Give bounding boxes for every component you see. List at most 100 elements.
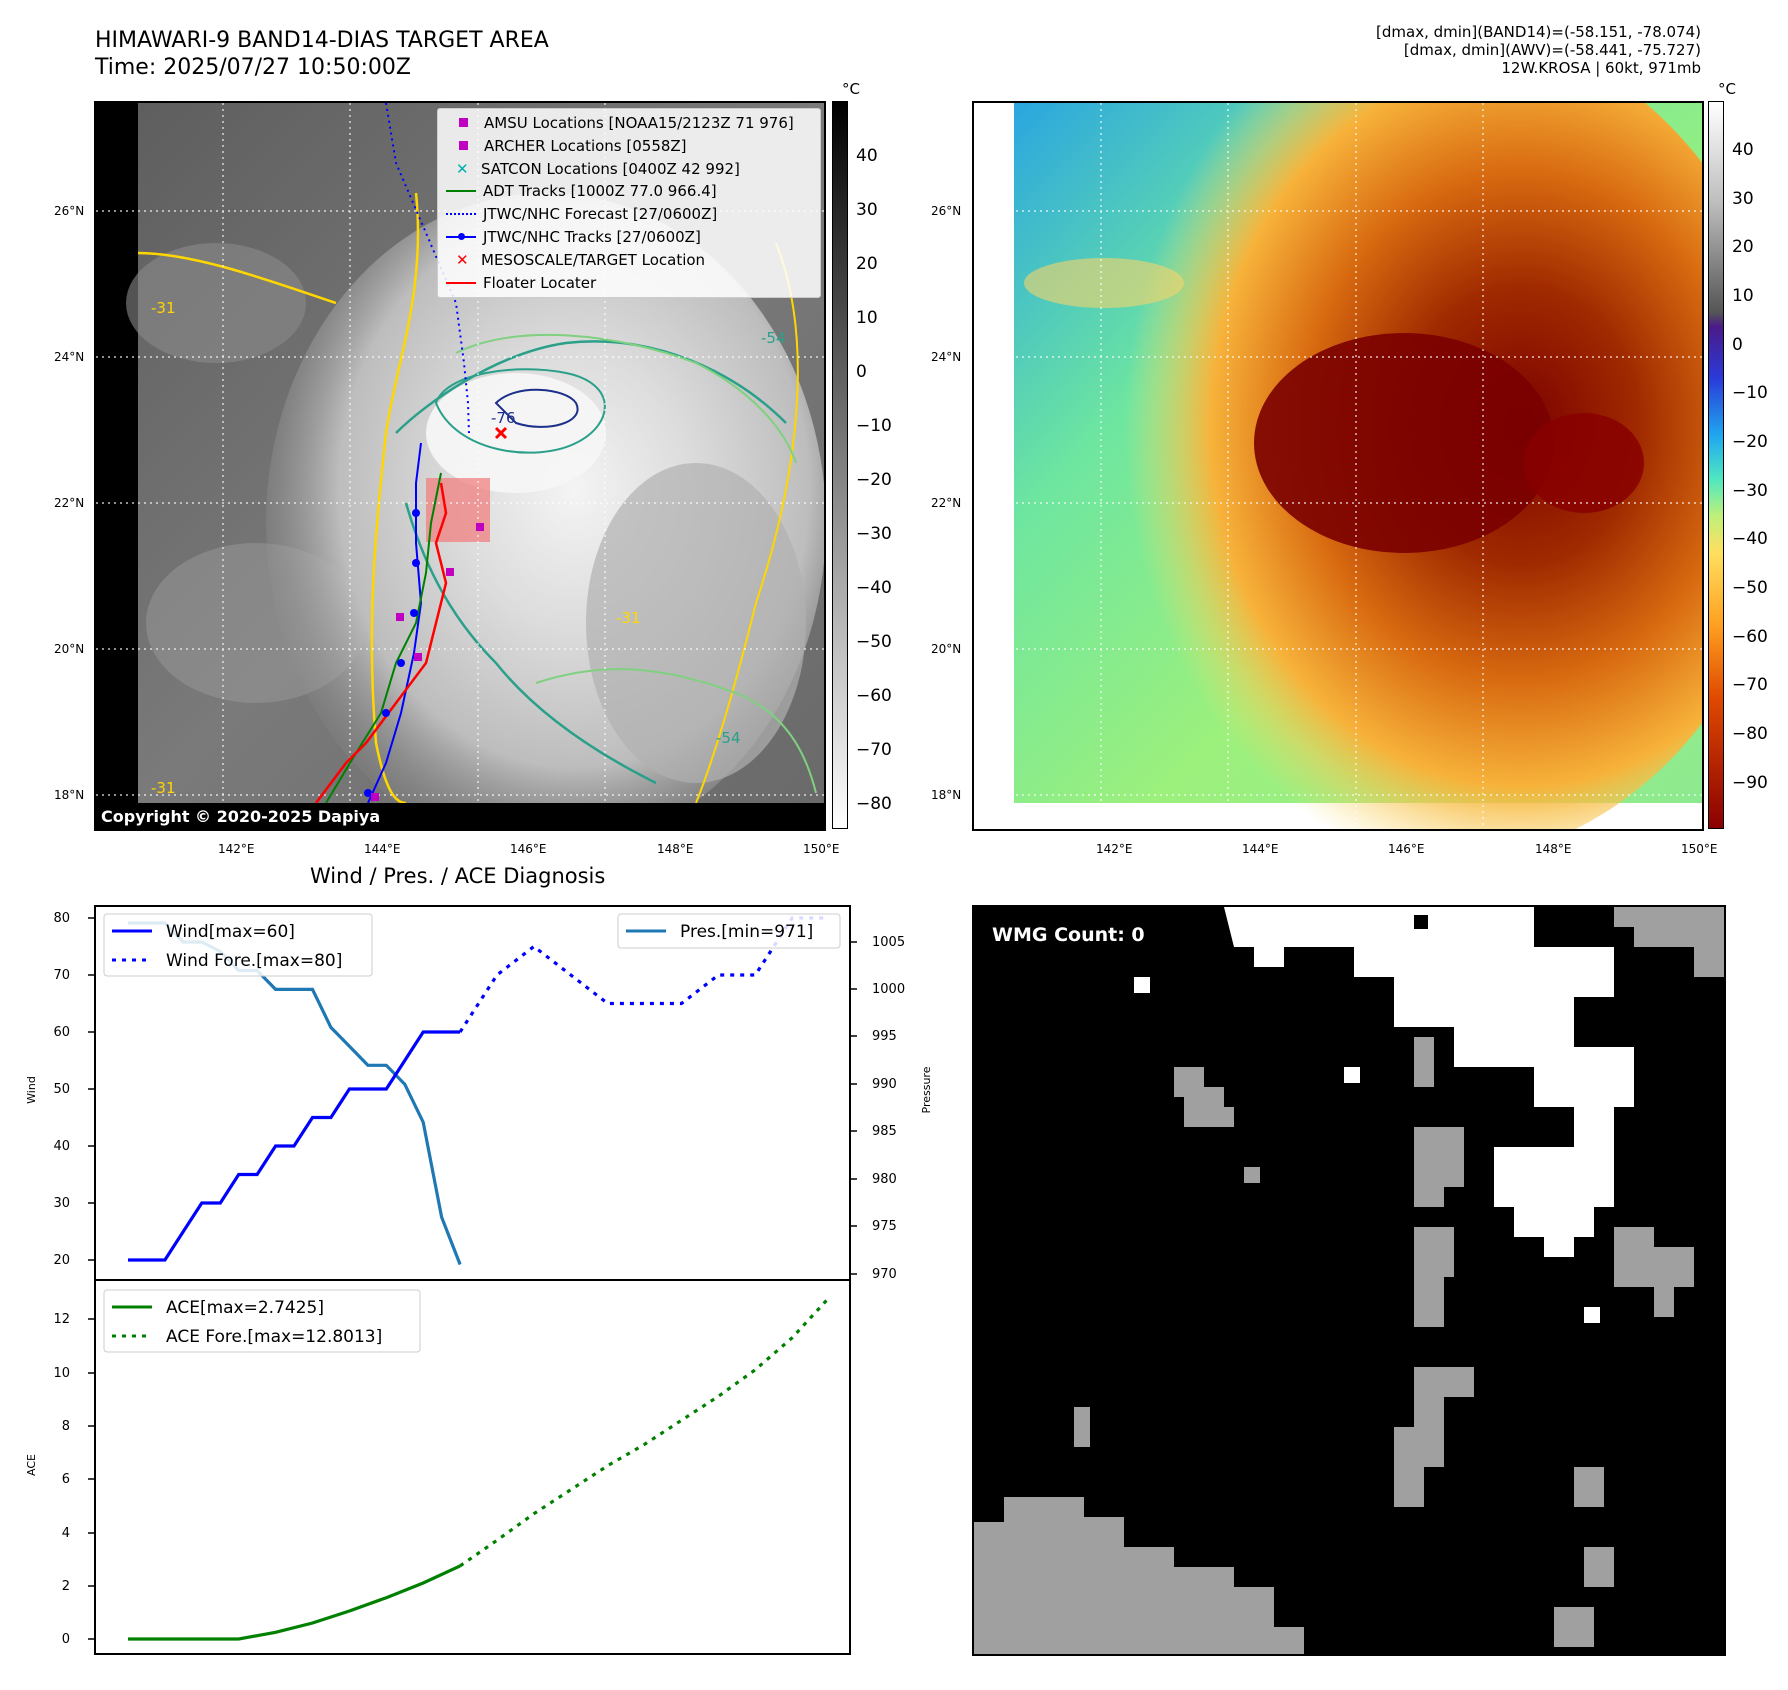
lat-label: 24°N <box>54 350 85 364</box>
colorbar-right-tick: 10 <box>1732 286 1754 306</box>
amsu-archer-markers <box>371 523 484 801</box>
legend-adt: ADT Tracks [1000Z 77.0 966.4] <box>446 180 794 203</box>
colorbar-left-tick: −30 <box>856 524 892 544</box>
ace-tick: 8 <box>62 1419 70 1434</box>
colorbar-left-unit: °C <box>842 80 860 98</box>
colorbar-right-tick: −80 <box>1732 724 1768 744</box>
pressure-tick-marks <box>850 941 857 1275</box>
ace-ticks: 12 10 8 6 4 2 0 <box>53 1312 70 1647</box>
lon-label: 146°E <box>1388 842 1425 856</box>
pressure-legend-label: Pres.[min=971] <box>680 922 813 942</box>
lat-label: 20°N <box>54 642 85 656</box>
ace-tick: 6 <box>62 1472 70 1487</box>
diagnosis-chart: 80 70 60 50 40 30 20 1005 1000 995 990 9… <box>25 905 933 1655</box>
colorbar-left-tick: 20 <box>856 254 878 274</box>
colorbar-left-tick: −60 <box>856 686 892 706</box>
wind-fore-legend-label: Wind Fore.[max=80] <box>166 951 342 971</box>
storm-info: [dmax, dmin](BAND14)=(-58.151, -78.074) … <box>1376 23 1701 77</box>
colorbar-left-tick: −10 <box>856 416 892 436</box>
title-time: Time: 2025/07/27 10:50:00Z <box>95 55 411 80</box>
colorbar-left-tick: −20 <box>856 470 892 490</box>
wmg-black-holes <box>1414 915 1694 1057</box>
colorbar-left-tick: −80 <box>856 794 892 814</box>
info-awv-range: [dmax, dmin](AWV)=(-58.441, -75.727) <box>1403 41 1701 59</box>
ace-axis-label: ACE <box>25 1454 38 1476</box>
copyright-text: Copyright © 2020-2025 Dapiya <box>101 807 380 826</box>
colorbar-left-tick: −70 <box>856 740 892 760</box>
pressure-tick: 1000 <box>872 982 905 997</box>
legend-forecast: JTWC/NHC Forecast [27/0600Z] <box>446 203 794 226</box>
pressure-tick: 995 <box>872 1029 897 1044</box>
legend-floater: Floater Locater <box>446 272 794 295</box>
wmg-white-regions <box>1134 907 1634 1323</box>
adt-line-icon <box>446 190 476 193</box>
wind-axis-label: Wind <box>25 1076 38 1104</box>
ace-legend-label: ACE[max=2.7425] <box>166 1298 324 1318</box>
legend-satcon: ✕ SATCON Locations [0400Z 42 992] <box>446 158 794 181</box>
ace-tick: 10 <box>53 1366 70 1381</box>
wmg-mask-image <box>974 907 1724 1654</box>
wind-tick: 80 <box>53 911 70 926</box>
lat-label: 20°N <box>931 642 962 656</box>
colorbar-left-tick: −40 <box>856 578 892 598</box>
pressure-axis-label: Pressure <box>920 1066 933 1113</box>
colorbar-right-tick: −30 <box>1732 481 1768 501</box>
pressure-tick: 970 <box>872 1267 897 1282</box>
wind-tick: 70 <box>53 968 70 983</box>
lon-label: 144°E <box>364 842 401 856</box>
forecast-track <box>385 103 470 434</box>
wind-tick: 60 <box>53 1025 70 1040</box>
contour-label: -54 <box>716 729 741 747</box>
contour-labels: -31 -76 -54 -31 -54 -31 <box>151 299 786 797</box>
ace-tick: 0 <box>62 1632 70 1647</box>
wind-tick: 20 <box>53 1253 70 1268</box>
colorbar-right-tick: −10 <box>1732 383 1768 403</box>
lon-label: 142°E <box>218 842 255 856</box>
lat-label: 22°N <box>931 496 962 510</box>
colorbar-right-unit: °C <box>1718 80 1736 98</box>
lat-label: 18°N <box>931 788 962 802</box>
colorbar-left-tick: 30 <box>856 200 878 220</box>
wmg-panel <box>972 905 1726 1656</box>
pressure-tick: 980 <box>872 1172 897 1187</box>
colorbar-right-tick: 40 <box>1732 140 1754 160</box>
wmg-gray-regions <box>974 907 1724 1654</box>
pressure-ticks: 1005 1000 995 990 985 980 975 970 <box>872 935 905 1282</box>
legend-jtwc: JTWC/NHC Tracks [27/0600Z] <box>446 226 794 249</box>
diagnosis-title: Wind / Pres. / ACE Diagnosis <box>310 864 606 888</box>
lat-label: 26°N <box>54 204 85 218</box>
legend-amsu: AMSU Locations [NOAA15/2123Z 71 976] <box>446 112 794 135</box>
jtwc-track-points <box>364 509 420 797</box>
colorbar-right-tick: −20 <box>1732 432 1768 452</box>
wind-tick: 40 <box>53 1139 70 1154</box>
lon-label: 144°E <box>1242 842 1279 856</box>
jtwc-line-dot-icon <box>446 232 476 240</box>
satcon-x-icon: ✕ <box>456 159 469 178</box>
wind-ticks: 80 70 60 50 40 30 20 <box>53 911 70 1268</box>
pressure-legend: Pres.[min=971] <box>617 913 841 949</box>
colorbar-right-tick: 0 <box>1732 335 1743 355</box>
colorbar-left-tick: 0 <box>856 362 867 382</box>
amsu-square-icon <box>459 118 468 127</box>
contour-label: -31 <box>616 609 641 627</box>
lat-label: 24°N <box>931 350 962 364</box>
ace-fore-legend-label: ACE Fore.[max=12.8013] <box>166 1327 382 1347</box>
pressure-tick: 975 <box>872 1219 897 1234</box>
lat-label: 22°N <box>54 496 85 510</box>
legend-target: ✕ MESOSCALE/TARGET Location <box>446 249 794 272</box>
contour-label: -31 <box>151 779 176 797</box>
contour-label: -31 <box>151 299 176 317</box>
lon-label: 146°E <box>510 842 547 856</box>
wind-legend: Wind[max=60] Wind Fore.[max=80] <box>103 913 373 977</box>
lat-label: 26°N <box>931 204 962 218</box>
wind-tick: 50 <box>53 1082 70 1097</box>
contour-label: -76 <box>491 409 516 427</box>
figure-title: HIMAWARI-9 BAND14-DIAS TARGET AREA Time:… <box>95 27 549 81</box>
legend-archer: ARCHER Locations [0558Z] <box>446 135 794 158</box>
colorbar-right-tick: −60 <box>1732 627 1768 647</box>
pressure-tick: 1005 <box>872 935 905 950</box>
wmg-count-label: WMG Count: 0 <box>992 924 1145 946</box>
lon-label: 150°E <box>803 842 840 856</box>
colorbar-left-tick: 10 <box>856 308 878 328</box>
ace-forecast-line <box>459 1296 831 1568</box>
